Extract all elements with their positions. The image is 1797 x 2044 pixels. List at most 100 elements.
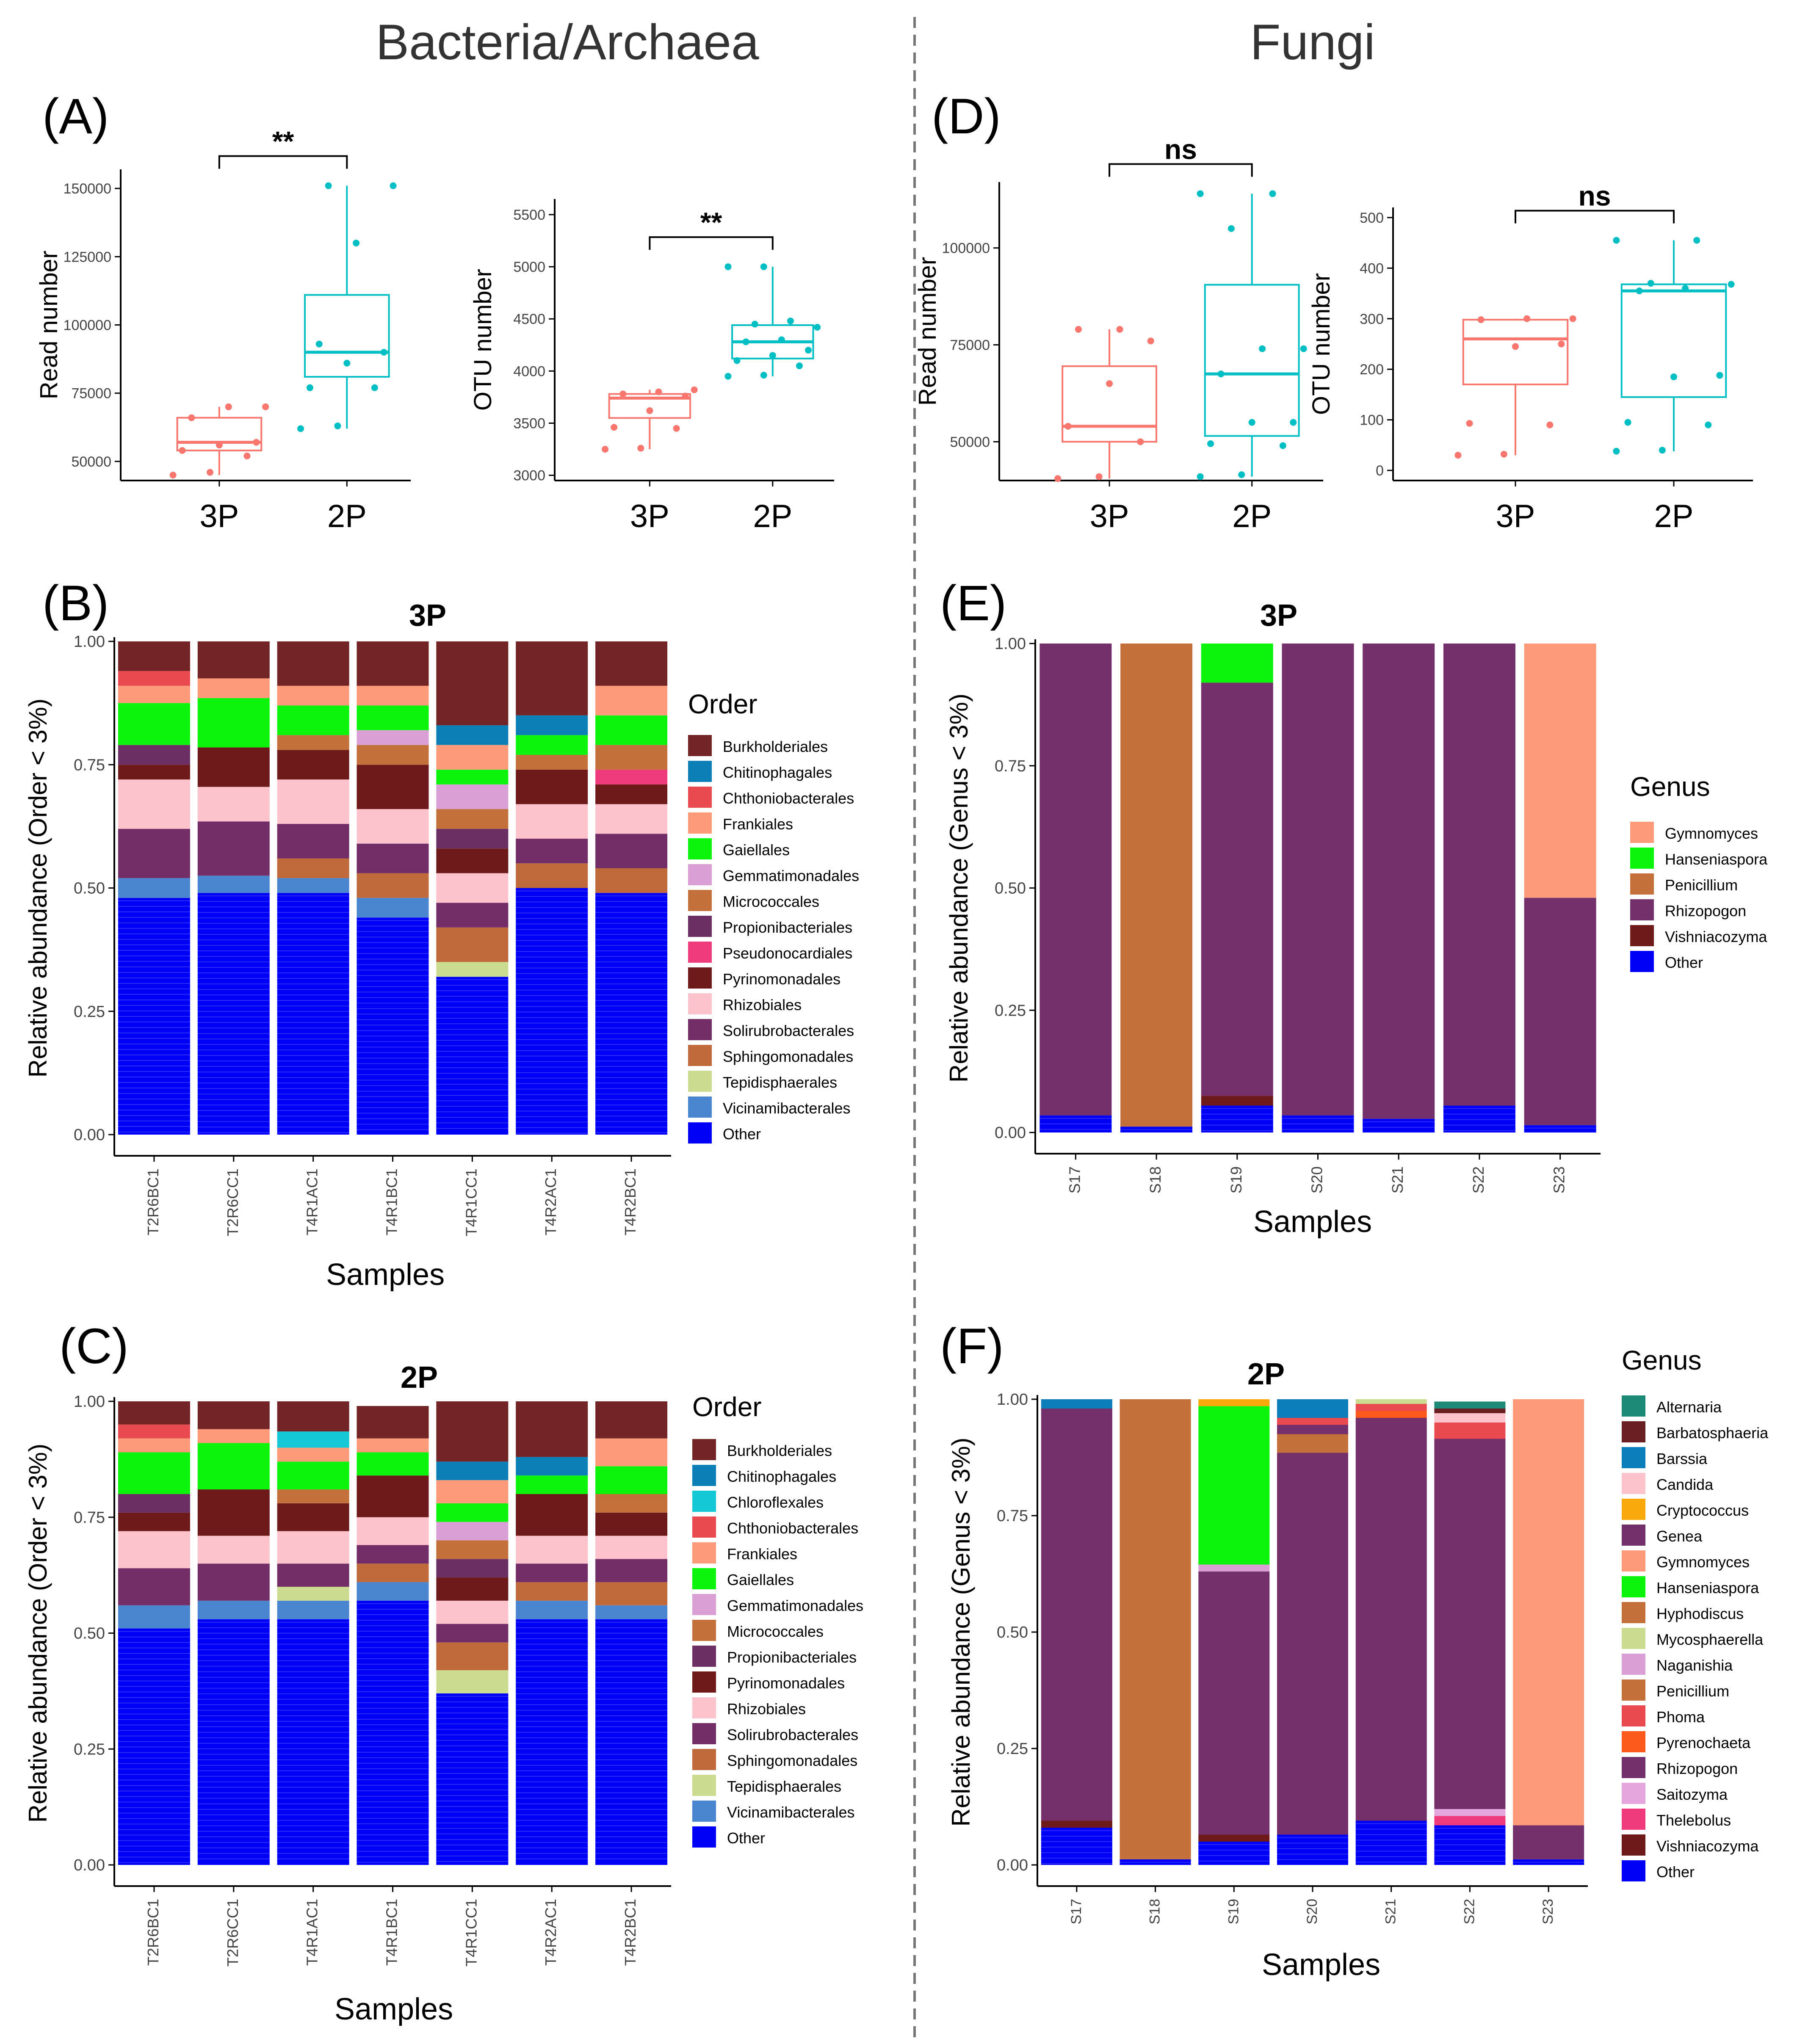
segment-solirubrobacterales (595, 1559, 668, 1583)
segment-vicinamibacterales (277, 878, 349, 893)
data-point (673, 425, 680, 432)
data-point (1659, 447, 1666, 454)
y-tick-label: 400 (1360, 260, 1384, 276)
legend-swatch-frankiales (688, 812, 712, 834)
legend-swatch-chthoniobacterales (688, 787, 712, 808)
segment-rhizobiales (516, 1536, 588, 1564)
segment-naganishia (1198, 1564, 1270, 1572)
segment-vicinamibacterales (197, 876, 270, 893)
chart-title: 3P (409, 599, 446, 633)
segment-burkholderiales (595, 1401, 668, 1439)
legend-label: Tepidisphaerales (723, 1074, 837, 1091)
legend-label: Hyphodiscus (1656, 1605, 1744, 1622)
segment-vishniacozyma (1201, 1096, 1273, 1106)
stacked-bar-chart-E: 3P 0.00 0.25 0.50 0.75 1.00 Relative abundance… (945, 599, 1768, 1239)
data-point (724, 263, 732, 271)
y-tick-label: 5500 (513, 207, 545, 223)
data-point (380, 348, 387, 356)
legend-swatch-thelebolus (1622, 1809, 1645, 1830)
data-point (796, 362, 803, 370)
segment-gymnomyces (1524, 644, 1596, 898)
legend-swatch-frankiales (692, 1542, 716, 1563)
legend-label: Propionibacteriales (727, 1649, 857, 1666)
segment-frankiales (595, 685, 668, 715)
segment-sphingomonadales (595, 1582, 668, 1605)
segment-chitinophagales (516, 1457, 588, 1476)
segment-other (436, 977, 509, 1135)
panel-label-a: (A) (42, 88, 109, 144)
legend-swatch-chthoniobacterales (692, 1516, 716, 1538)
y-tick-label: 150000 (64, 181, 111, 197)
legend-label: Vicinamibacterales (723, 1099, 850, 1117)
legend-label: Vicinamibacterales (727, 1804, 854, 1821)
y-axis-title: Read number (914, 257, 941, 406)
data-point (1728, 281, 1735, 288)
legend-label: Rhizopogon (1656, 1760, 1738, 1777)
segment-rhizobiales (436, 873, 509, 903)
y-tick-label: 0.25 (995, 1002, 1026, 1019)
segment-pyrinomonadales (277, 1503, 349, 1531)
y-tick-label: 1.00 (74, 633, 105, 651)
segment-tepidisphaerales (277, 1587, 349, 1601)
segment-pseudonocardiales (595, 769, 668, 784)
x-tick-label: 3P (199, 498, 239, 534)
legend-label: Other (1665, 954, 1703, 971)
segment-chthoniobacterales (118, 671, 190, 686)
legend-label: Frankiales (727, 1545, 797, 1563)
header-fungi: Fungi (1250, 14, 1375, 70)
segment-micrococcales (436, 1540, 509, 1559)
box-3P (1462, 319, 1569, 386)
legend-swatch-other (692, 1826, 716, 1848)
y-tick-label: 100000 (64, 318, 111, 334)
segment-solirubrobacterales (357, 1545, 429, 1564)
x-axis-title: Samples (1253, 1205, 1372, 1239)
segment-micrococcales (277, 1489, 349, 1503)
data-point (611, 424, 618, 431)
segment-genea (1277, 1425, 1348, 1434)
segment-burkholderiales (516, 641, 588, 715)
legend-swatch-other (688, 1122, 712, 1144)
y-tick-label: 1.00 (74, 1393, 105, 1411)
legend-label: Sphingomonadales (727, 1752, 857, 1769)
x-tick-label: S19 (1225, 1899, 1241, 1925)
legend-swatch-naganishia (1622, 1654, 1645, 1675)
segment-micrococcales (516, 754, 588, 770)
legend-label: Rhizobiales (727, 1700, 806, 1718)
segment-phoma (1277, 1418, 1348, 1425)
data-point (1238, 471, 1245, 478)
data-point (733, 357, 741, 364)
legend-swatch-pseudonocardiales (688, 942, 712, 963)
data-point (637, 445, 644, 452)
data-point (1454, 452, 1462, 459)
x-tick-label: 3P (1090, 498, 1129, 534)
data-point (1477, 316, 1485, 323)
legend-label: Solirubrobacterales (723, 1022, 854, 1039)
segment-gaiellales (277, 1461, 349, 1490)
x-tick-label: S23 (1551, 1166, 1568, 1193)
segment-barssia (1277, 1399, 1348, 1418)
segment-solirubrobacterales (118, 829, 190, 878)
legend-label: Cryptococcus (1656, 1502, 1749, 1519)
legend-label: Gemmatimonadales (727, 1597, 863, 1614)
segment-pyrinomonadales (197, 747, 270, 787)
segment-rhizopogon (1198, 1572, 1270, 1835)
y-tick-label: 0.25 (74, 1003, 105, 1021)
segment-chitinophagales (516, 715, 588, 735)
legend-label: Other (1656, 1863, 1695, 1881)
data-point (1095, 473, 1103, 480)
data-point (1466, 420, 1473, 427)
legend-label: Gaiellales (723, 841, 790, 859)
legend-label: Mycosphaerella (1656, 1631, 1764, 1648)
legend-label: Rhizopogon (1665, 902, 1746, 920)
data-point (769, 352, 776, 359)
segment-gaiellales (595, 715, 668, 745)
data-point (1670, 373, 1677, 381)
segment-burkholderiales (516, 1401, 588, 1457)
segment-rhizobiales (516, 804, 588, 839)
segment-vicinamibacterales (357, 898, 429, 918)
legend-swatch-other (1630, 951, 1654, 972)
segment-candida (1434, 1413, 1506, 1423)
y-tick-label: 0 (1376, 463, 1384, 479)
segment-vicinamibacterales (197, 1600, 270, 1619)
y-tick-label: 100000 (942, 240, 990, 257)
